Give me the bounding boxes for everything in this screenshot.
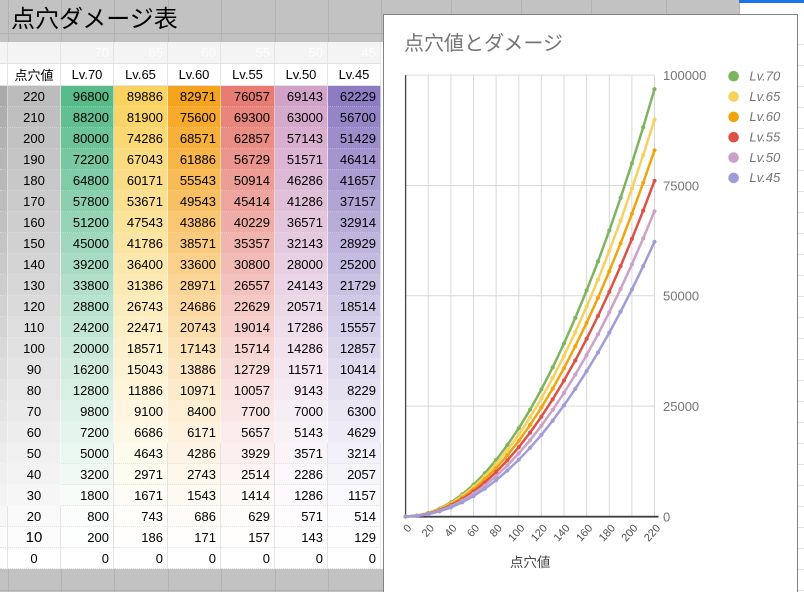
svg-text:Lv.45: Lv.45 (749, 170, 781, 185)
svg-text:75000: 75000 (663, 178, 699, 193)
svg-text:100000: 100000 (663, 68, 706, 83)
svg-text:Lv.50: Lv.50 (749, 150, 781, 165)
svg-text:点穴値: 点穴値 (510, 555, 550, 570)
svg-text:0: 0 (663, 509, 670, 524)
svg-text:点穴値とダメージ: 点穴値とダメージ (404, 32, 563, 55)
svg-text:Lv.60: Lv.60 (749, 109, 781, 124)
svg-text:Lv.55: Lv.55 (749, 130, 781, 145)
svg-text:Lv.70: Lv.70 (749, 69, 781, 84)
svg-text:Lv.65: Lv.65 (749, 89, 781, 104)
svg-text:50000: 50000 (663, 289, 699, 304)
svg-text:25000: 25000 (663, 399, 699, 414)
